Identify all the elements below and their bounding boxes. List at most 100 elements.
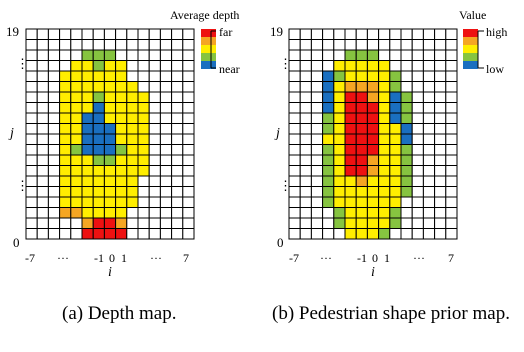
- grid-cell: [47, 49, 61, 61]
- grid-cell: [59, 70, 72, 82]
- y-vdots-upper: ⋮: [16, 56, 29, 71]
- grid-cell: [59, 112, 72, 124]
- grid-cell: [400, 165, 413, 177]
- grid-cell: [182, 207, 195, 219]
- grid-cell: [310, 91, 324, 103]
- grid-cell: [333, 70, 346, 82]
- grid-cell: [182, 196, 195, 208]
- grid-cell: [355, 70, 368, 82]
- grid-cell: [92, 102, 105, 114]
- grid-cell: [59, 133, 72, 145]
- grid-cell: [25, 81, 38, 93]
- grid-cell: [411, 217, 424, 229]
- grid-cell: [411, 165, 424, 177]
- grid-cell: [366, 49, 380, 61]
- legend-high-label: high: [486, 25, 507, 39]
- grid-cell: [310, 217, 324, 229]
- grid-cell: [389, 154, 402, 166]
- grid-cell: [411, 207, 424, 219]
- grid-cell: [378, 60, 391, 72]
- grid-cell: [378, 144, 391, 156]
- grid-cell: [366, 196, 380, 208]
- x-tick: -7: [25, 251, 35, 265]
- grid-cell: [148, 49, 161, 61]
- grid-cell: [115, 186, 128, 198]
- grid-cell: [47, 81, 61, 93]
- grid-cell: [47, 39, 61, 51]
- grid-cell: [70, 91, 83, 103]
- grid-cell: [137, 112, 150, 124]
- grid-cell: [171, 154, 184, 166]
- grid-cell: [59, 207, 72, 219]
- grid-cell: [137, 228, 150, 240]
- grid-cell: [126, 112, 139, 124]
- grid-cell: [182, 91, 195, 103]
- grid-cell: [115, 217, 128, 229]
- grid-cell: [366, 60, 380, 72]
- grid-cell: [81, 133, 94, 145]
- grid-cell: [81, 70, 94, 82]
- grid-cell: [333, 228, 346, 240]
- grid-cell: [59, 49, 72, 61]
- grid-cell: [70, 123, 83, 135]
- grid-cell: [92, 81, 105, 93]
- grid-cell: [126, 175, 139, 187]
- grid-cell: [299, 175, 312, 187]
- grid-cell: [103, 81, 117, 93]
- grid-cell: [182, 123, 195, 135]
- grid-cell: [389, 228, 402, 240]
- grid-cell: [310, 196, 324, 208]
- grid-cell: [434, 102, 447, 114]
- grid-cell: [366, 133, 380, 145]
- x-axis-label: i: [371, 265, 375, 280]
- grid-cell: [434, 186, 447, 198]
- x-tick: ···: [413, 251, 425, 265]
- grid-cell: [322, 228, 335, 240]
- grid-cell: [25, 123, 38, 135]
- grid-cell: [422, 39, 436, 51]
- grid-cell: [115, 175, 128, 187]
- grid-cell: [445, 49, 458, 61]
- grid-cell: [81, 60, 94, 72]
- grid-cell: [411, 133, 424, 145]
- grid-cell: [103, 196, 117, 208]
- grid-cell: [422, 207, 436, 219]
- grid-cell: [378, 49, 391, 61]
- grid-cell: [171, 144, 184, 156]
- grid-cell: [333, 175, 346, 187]
- grid-cell: [322, 49, 335, 61]
- grid-cell: [288, 39, 301, 51]
- x-tick: ···: [57, 251, 69, 265]
- grid-cell: [355, 154, 368, 166]
- grid-cell: [59, 165, 72, 177]
- grid-cell: [389, 91, 402, 103]
- grid-cell: [81, 186, 94, 198]
- grid-cell: [92, 133, 105, 145]
- grid-cell: [322, 81, 335, 93]
- grid-cell: [126, 228, 139, 240]
- grid-cell: [70, 133, 83, 145]
- grid-cell: [322, 39, 335, 51]
- grid-cell: [400, 133, 413, 145]
- grid-cell: [47, 123, 61, 135]
- grid-cell: [47, 165, 61, 177]
- grid-cell: [36, 102, 49, 114]
- legend-swatch-green: [201, 53, 216, 61]
- grid-cell: [434, 49, 447, 61]
- grid-cell: [434, 228, 447, 240]
- grid-cell: [299, 165, 312, 177]
- grid-cell: [47, 70, 61, 82]
- y-tick-top: 19: [270, 24, 283, 39]
- grid-cell: [434, 196, 447, 208]
- grid-cell: [310, 133, 324, 145]
- grid-cell: [92, 123, 105, 135]
- grid-cell: [400, 91, 413, 103]
- grid-cell: [434, 28, 447, 40]
- grid-cell: [344, 217, 357, 229]
- y-tick-bottom: 0: [277, 235, 284, 250]
- depth-legend: [201, 29, 216, 69]
- grid-cell: [378, 217, 391, 229]
- grid-cell: [137, 49, 150, 61]
- grid-cell: [389, 60, 402, 72]
- grid-cell: [445, 175, 458, 187]
